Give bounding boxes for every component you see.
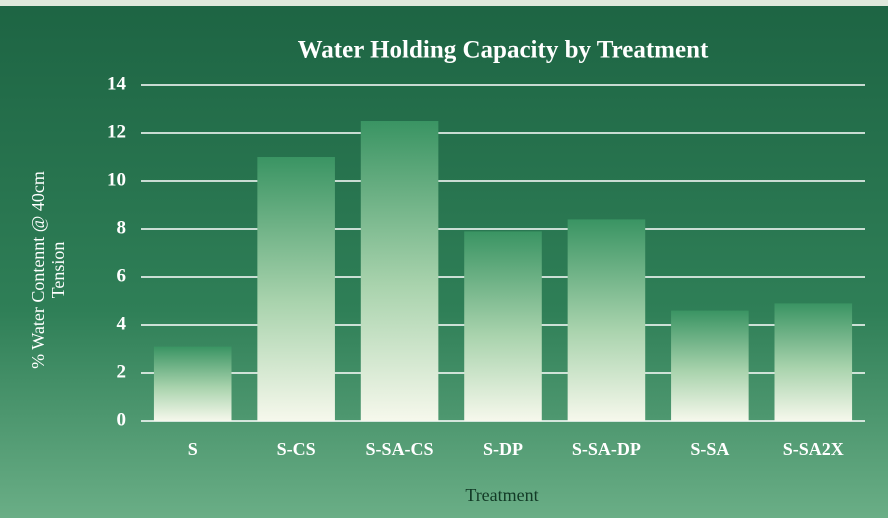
- y-tick-label: 14: [107, 73, 127, 94]
- y-tick-label: 10: [107, 169, 126, 190]
- y-axis-label: % Water Contennt @ 40cm Tension: [28, 171, 68, 369]
- y-tick-label: 4: [117, 313, 127, 334]
- y-tick-label: 2: [117, 361, 127, 382]
- x-tick-label: S-SA-CS: [366, 439, 434, 459]
- x-tick-label: S-SA: [690, 439, 729, 459]
- bar: [671, 310, 749, 421]
- y-axis-label-line: % Water Contennt @ 40cm: [28, 171, 48, 369]
- x-tick-label: S-SA-DP: [572, 439, 641, 459]
- y-tick-label: 8: [117, 217, 127, 238]
- top-border: [0, 0, 888, 6]
- y-axis-label-line: Tension: [48, 242, 68, 299]
- x-tick-label: S-DP: [483, 439, 523, 459]
- bar: [464, 231, 542, 421]
- bar: [153, 346, 232, 421]
- bar: [774, 303, 853, 421]
- bar: [257, 157, 335, 421]
- bar: [567, 219, 646, 421]
- x-axis-label: Treatment: [465, 485, 538, 505]
- x-tick-label: S: [188, 439, 198, 459]
- y-tick-label: 6: [117, 265, 127, 286]
- y-tick-label: 12: [107, 121, 126, 142]
- chart-title: Water Holding Capacity by Treatment: [298, 37, 709, 64]
- x-tick-label: S-CS: [277, 439, 316, 459]
- x-tick-label: S-SA2X: [783, 439, 844, 459]
- y-tick-label: 0: [117, 409, 127, 430]
- bar: [360, 121, 439, 421]
